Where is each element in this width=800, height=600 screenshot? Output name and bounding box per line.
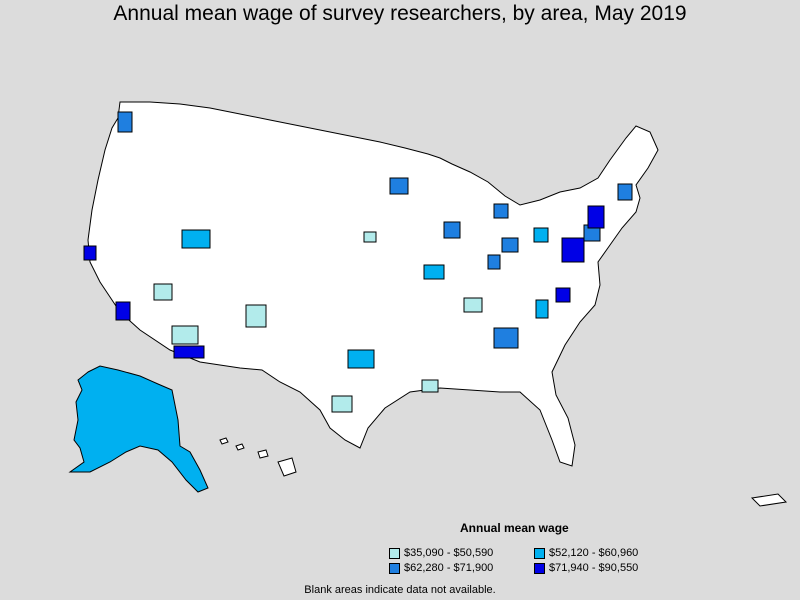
legend-item-tier1: $35,090 - $50,590 xyxy=(389,547,493,559)
legend-label: $71,940 - $90,550 xyxy=(549,562,639,574)
legend-swatch xyxy=(534,562,545,574)
legend-item-tier4: $71,940 - $90,550 xyxy=(534,562,638,574)
hawaii xyxy=(219,437,297,477)
tier2-areas xyxy=(181,227,549,369)
legend-label: $52,120 - $60,960 xyxy=(549,547,639,559)
map-title: Annual mean wage of survey researchers, … xyxy=(113,2,687,25)
legend-title: Annual mean wage xyxy=(460,521,569,535)
legend-label: $35,090 - $50,590 xyxy=(404,547,494,559)
legend-item-tier2: $52,120 - $60,960 xyxy=(534,547,638,559)
puerto-rico xyxy=(750,493,788,507)
legend-label: $62,280 - $71,900 xyxy=(404,562,494,574)
tier3-areas xyxy=(117,111,633,349)
legend-swatch xyxy=(389,547,400,559)
tier4-areas xyxy=(83,205,605,359)
tier1-areas xyxy=(153,231,483,413)
legend-swatch xyxy=(389,562,400,574)
legend-item-tier3: $62,280 - $71,900 xyxy=(389,562,493,574)
legend-swatch xyxy=(534,547,545,559)
footnote: Blank areas indicate data not available. xyxy=(304,584,496,596)
alaska xyxy=(68,365,209,493)
